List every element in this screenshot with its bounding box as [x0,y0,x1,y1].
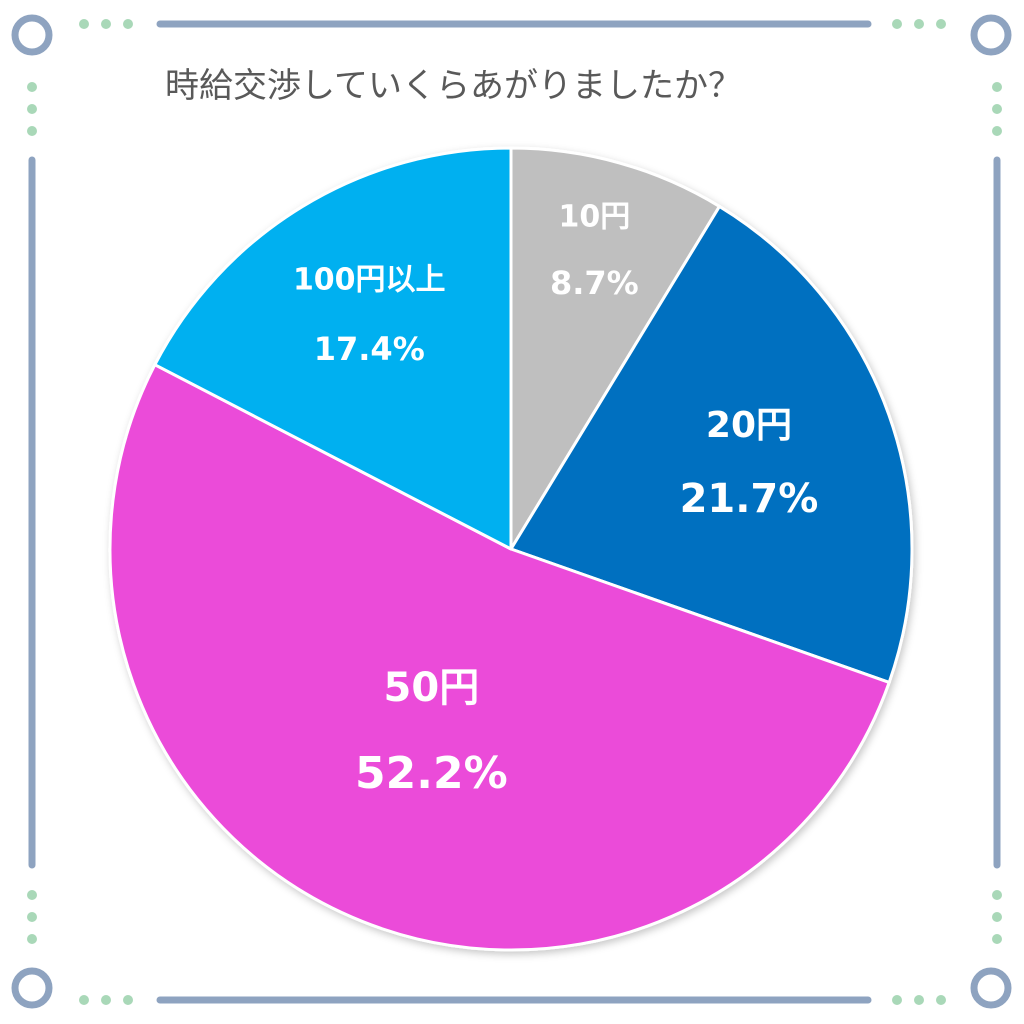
chart-title: 時給交渉していくらあがりましたか？ [165,66,742,106]
corner-ring-bottom-left [11,967,53,1009]
frame-dots [27,19,1002,1005]
corner-ring-top-right [970,14,1012,56]
pie-slice [509,204,914,684]
slice-category-label: 10円 [558,200,630,235]
pie-slice [509,146,721,551]
slice-percent-label: 8.7% [550,264,639,302]
slice-percent-label: 17.4% [314,330,425,368]
slice-category-label: 20円 [706,405,792,446]
corner-ring-top-left [11,14,53,56]
slice-category-label: 50円 [384,665,480,711]
slice-percent-label: 21.7% [680,476,819,522]
slice-percent-label: 52.2% [355,748,508,799]
slice-category-label: 100円以上 [293,263,446,298]
corner-ring-bottom-right [970,967,1012,1009]
pie-slice [153,146,513,551]
pie-slice [108,363,891,952]
